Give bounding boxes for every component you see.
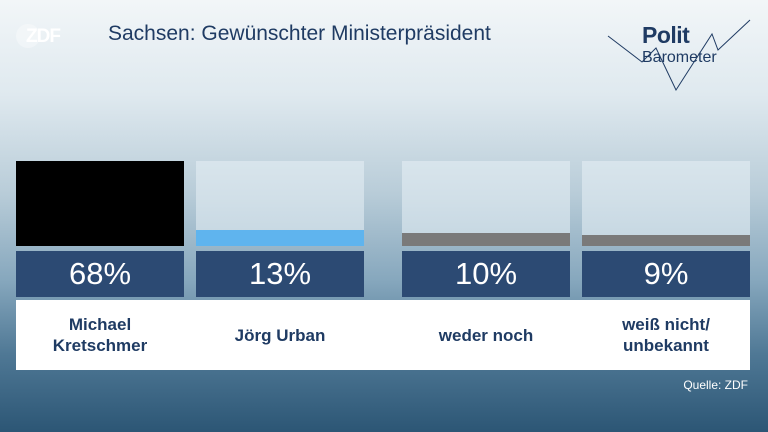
bar-value-label: 13% (196, 251, 364, 297)
zdf-logo-text: ZDF (26, 26, 61, 47)
chart-title: Sachsen: Gewünschter Ministerpräsident (108, 22, 491, 45)
bar (402, 233, 570, 246)
bar-track (402, 161, 570, 246)
bar-track (196, 161, 364, 246)
bar-track (16, 161, 184, 246)
bar-value-label: 10% (402, 251, 570, 297)
category-label: weiß nicht/ unbekannt (622, 315, 710, 355)
bar (582, 235, 750, 246)
bar (196, 230, 364, 246)
category-label: Jörg Urban (234, 325, 326, 345)
logo-polit-text: Polit (642, 22, 690, 48)
politbarometer-logo-lines (607, 19, 751, 92)
zdf-logo-circle (16, 24, 40, 48)
bar-value-label: 68% (16, 251, 184, 297)
politbarometer-logo: Polit Barometer (604, 14, 756, 94)
logo-barometer-text: Barometer (642, 49, 717, 66)
category-label: Michael Kretschmer (52, 315, 148, 355)
source-note: Quelle: ZDF (683, 378, 748, 392)
zdf-logo: ZDF (16, 24, 80, 50)
bar (16, 161, 184, 246)
label-strip (16, 300, 750, 370)
bar-track (582, 161, 750, 246)
bar-value-label: 9% (582, 251, 750, 297)
category-label: weder noch (438, 325, 534, 345)
